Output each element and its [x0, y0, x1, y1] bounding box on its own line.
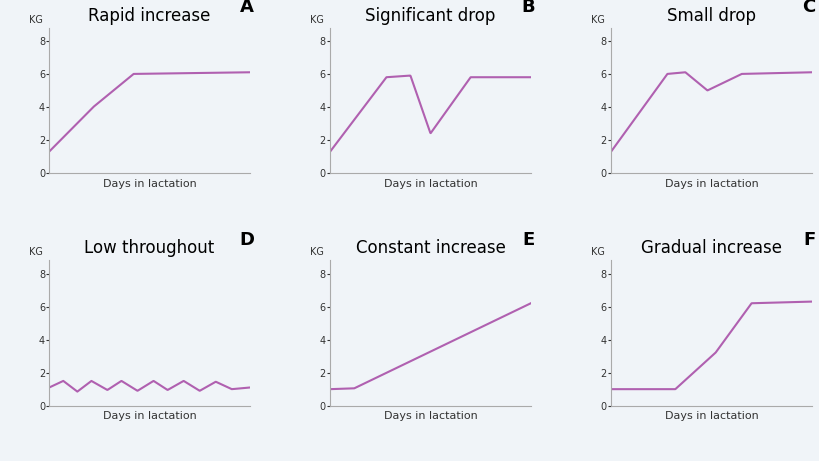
Text: KG: KG — [310, 248, 324, 257]
Title: Constant increase: Constant increase — [355, 239, 505, 257]
Title: Gradual increase: Gradual increase — [640, 239, 781, 257]
Text: A: A — [240, 0, 254, 16]
Title: Small drop: Small drop — [666, 7, 755, 25]
Text: KG: KG — [310, 15, 324, 25]
X-axis label: Days in lactation: Days in lactation — [102, 411, 197, 421]
Text: KG: KG — [29, 15, 43, 25]
X-axis label: Days in lactation: Days in lactation — [663, 178, 758, 189]
Text: KG: KG — [29, 248, 43, 257]
Text: KG: KG — [590, 15, 604, 25]
Text: F: F — [803, 230, 815, 248]
Text: B: B — [521, 0, 534, 16]
Title: Significant drop: Significant drop — [365, 7, 495, 25]
Text: KG: KG — [590, 248, 604, 257]
X-axis label: Days in lactation: Days in lactation — [663, 411, 758, 421]
Title: Low throughout: Low throughout — [84, 239, 215, 257]
Text: C: C — [802, 0, 815, 16]
Title: Rapid increase: Rapid increase — [88, 7, 210, 25]
X-axis label: Days in lactation: Days in lactation — [102, 178, 197, 189]
X-axis label: Days in lactation: Days in lactation — [383, 411, 477, 421]
Text: D: D — [238, 230, 254, 248]
X-axis label: Days in lactation: Days in lactation — [383, 178, 477, 189]
Text: E: E — [522, 230, 534, 248]
